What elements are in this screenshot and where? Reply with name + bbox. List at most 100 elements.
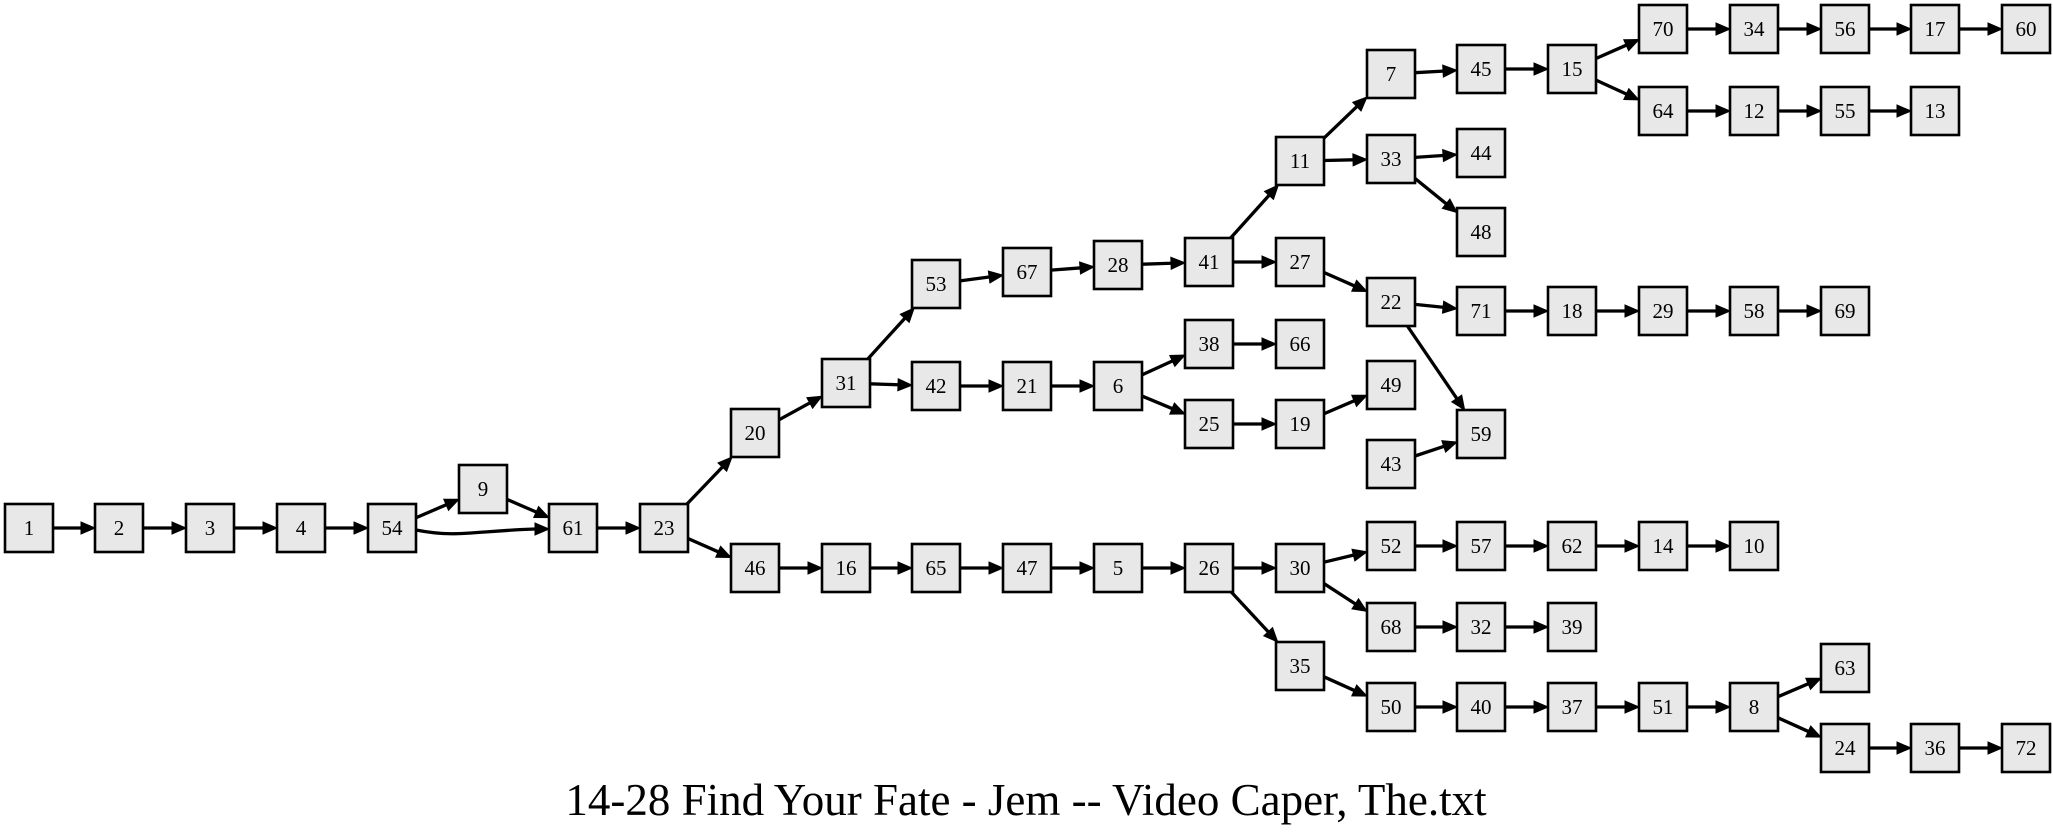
edge-line <box>1405 325 1459 400</box>
node-label: 58 <box>1744 299 1765 323</box>
arrowhead-icon <box>1450 394 1466 412</box>
arrowhead-icon <box>1442 700 1459 714</box>
edge-32-to-39 <box>1505 620 1550 634</box>
arrowhead-icon <box>1715 700 1732 714</box>
edge-25-to-19 <box>1233 417 1278 431</box>
edge-23-to-20 <box>685 456 733 506</box>
node-label: 23 <box>654 516 675 540</box>
node-8: 8 <box>1728 681 1780 733</box>
node-11: 11 <box>1274 135 1326 187</box>
edge-30-to-52 <box>1323 548 1369 564</box>
edge-43-to-59 <box>1414 440 1459 458</box>
node-label: 17 <box>1925 17 1946 41</box>
node-28: 28 <box>1092 239 1144 291</box>
edge-51-to-8 <box>1687 700 1732 714</box>
edge-line <box>1595 43 1627 60</box>
node-label: 36 <box>1925 736 1946 760</box>
edge-54-to-9 <box>415 498 461 520</box>
edge-15-to-64 <box>1595 78 1641 101</box>
node-label: 32 <box>1471 615 1492 639</box>
node-label: 49 <box>1381 373 1402 397</box>
edge-line <box>778 401 811 422</box>
node-72: 72 <box>2000 722 2052 774</box>
arrowhead-icon <box>1533 620 1550 634</box>
node-label: 14 <box>1653 534 1675 558</box>
node-label: 61 <box>563 516 584 540</box>
node-box <box>1365 48 1417 100</box>
node-21: 21 <box>1001 360 1053 412</box>
node-label: 13 <box>1925 99 1946 123</box>
edge-line <box>1595 78 1627 96</box>
edge-52-to-57 <box>1415 539 1459 553</box>
node-box <box>1365 133 1417 185</box>
node-24: 24 <box>1819 722 1871 774</box>
node-54: 54 <box>366 502 418 554</box>
edge-line <box>1414 444 1445 458</box>
node-68: 68 <box>1365 601 1417 653</box>
node-label: 38 <box>1199 332 1220 356</box>
edge-46-to-16 <box>779 561 824 575</box>
edge-line <box>1414 69 1444 75</box>
arrowhead-icon <box>1533 62 1550 76</box>
node-box <box>1274 398 1326 450</box>
node-box <box>1092 239 1144 291</box>
edge-19-to-49 <box>1323 394 1369 416</box>
node-box <box>1183 236 1235 288</box>
arrowhead-icon <box>1715 304 1732 318</box>
edge-line <box>1141 261 1172 266</box>
node-label: 62 <box>1562 534 1583 558</box>
node-label: 7 <box>1386 62 1397 86</box>
node-44: 44 <box>1455 127 1507 179</box>
arrowhead-icon <box>1624 304 1641 318</box>
edge-line <box>869 382 899 387</box>
node-23: 23 <box>638 502 690 554</box>
node-label: 60 <box>2016 17 2037 41</box>
edge-18-to-29 <box>1596 304 1641 318</box>
node-33: 33 <box>1365 133 1417 185</box>
edge-9-to-61 <box>506 497 551 519</box>
arrowhead-icon <box>1533 539 1550 553</box>
node-47: 47 <box>1001 542 1053 594</box>
node-box <box>910 542 962 594</box>
arrowhead-icon <box>262 521 279 535</box>
node-59: 59 <box>1455 408 1507 460</box>
edge-line <box>687 537 719 554</box>
edge-7-to-45 <box>1414 64 1459 78</box>
node-label: 27 <box>1290 250 1311 274</box>
node-2: 2 <box>93 502 145 554</box>
arrowhead-icon <box>1351 96 1368 112</box>
node-label: 42 <box>926 374 947 398</box>
node-label: 31 <box>836 371 857 395</box>
edges-layer <box>53 22 2004 755</box>
arrowhead-icon <box>1351 279 1369 292</box>
arrowhead-icon <box>1442 148 1459 163</box>
edge-20-to-31 <box>778 395 824 422</box>
edge-line <box>1414 153 1444 160</box>
arrowhead-icon <box>1169 402 1187 415</box>
node-17: 17 <box>1909 3 1961 55</box>
edge-26-to-30 <box>1233 561 1278 575</box>
node-box <box>1546 601 1598 653</box>
edge-14-to-10 <box>1687 539 1732 553</box>
node-box <box>366 502 418 554</box>
node-label: 64 <box>1653 99 1675 123</box>
edge-58-to-69 <box>1778 304 1823 318</box>
edge-8-to-63 <box>1777 677 1823 699</box>
arrowhead-icon <box>1442 539 1459 553</box>
arrowhead-icon <box>897 377 914 392</box>
arrowhead-icon <box>1896 22 1913 36</box>
edge-line <box>1230 590 1270 633</box>
node-box <box>1274 542 1326 594</box>
edge-53-to-67 <box>959 270 1005 284</box>
node-box <box>1365 359 1417 411</box>
arrowhead-icon <box>1262 626 1279 643</box>
edge-line <box>1229 194 1271 240</box>
node-37: 37 <box>1546 681 1598 733</box>
node-box <box>1637 285 1689 337</box>
node-box <box>1637 3 1689 55</box>
node-box <box>1728 85 1780 137</box>
edge-45-to-15 <box>1505 62 1550 76</box>
arrowhead-icon <box>1896 741 1913 755</box>
arrowhead-icon <box>1261 255 1278 269</box>
